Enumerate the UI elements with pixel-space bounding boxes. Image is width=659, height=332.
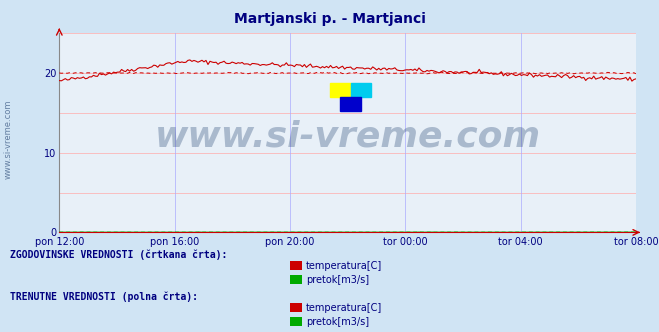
Text: temperatura[C]: temperatura[C] [306,261,382,271]
Text: pretok[m3/s]: pretok[m3/s] [306,317,369,327]
Text: www.si-vreme.com: www.si-vreme.com [155,120,540,154]
Bar [290,275,302,284]
Text: pretok[m3/s]: pretok[m3/s] [306,275,369,285]
Text: www.si-vreme.com: www.si-vreme.com [3,100,13,179]
Text: Martjanski p. - Martjanci: Martjanski p. - Martjanci [233,12,426,26]
Bar [290,317,302,326]
Text: TRENUTNE VREDNOSTI (polna črta):: TRENUTNE VREDNOSTI (polna črta): [10,292,198,302]
Bar [341,97,360,111]
Bar [351,83,370,97]
Bar [290,261,302,270]
Text: ZGODOVINSKE VREDNOSTI (črtkana črta):: ZGODOVINSKE VREDNOSTI (črtkana črta): [10,250,227,260]
Text: temperatura[C]: temperatura[C] [306,303,382,313]
Bar [290,303,302,312]
Bar [330,83,351,97]
